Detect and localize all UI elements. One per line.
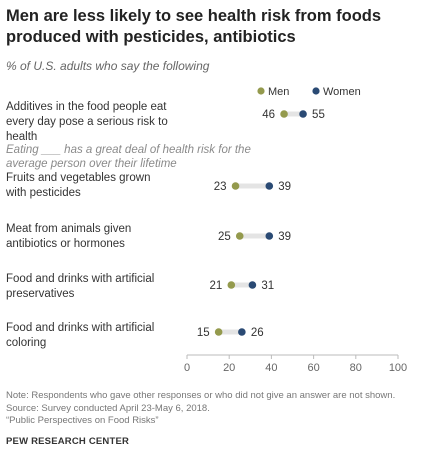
- chart-title: Men are less likely to see health risk f…: [6, 7, 382, 46]
- x-tick-label: 60: [307, 362, 319, 374]
- x-tick-label: 100: [389, 362, 407, 374]
- section-label: Eating ___ has a great deal of health ri…: [6, 144, 251, 170]
- women-point: [265, 232, 274, 240]
- notes: Note: Respondents who gave other respons…: [6, 390, 420, 428]
- x-tick-label: 0: [184, 362, 190, 374]
- women-value-label: 39: [278, 231, 291, 243]
- row-label-antibiotics: Meat from animals given antibiotics or h…: [6, 223, 132, 250]
- women-value-label: 39: [278, 181, 291, 193]
- x-tick-label: 80: [350, 362, 362, 374]
- women-point: [238, 328, 246, 336]
- men-value-label: 21: [210, 280, 223, 292]
- women-value-label: 26: [251, 327, 264, 339]
- women-point: [248, 281, 257, 289]
- report-line: “Public Perspectives on Food Risks”: [6, 415, 159, 426]
- women-value-label: 31: [261, 280, 274, 292]
- men-value-label: 46: [262, 109, 275, 121]
- men-value-label: 15: [197, 327, 210, 339]
- men-point: [235, 232, 244, 240]
- men-point: [214, 328, 223, 336]
- legend-women-label: Women: [323, 86, 361, 98]
- legend-men-marker: [257, 87, 265, 95]
- source-line: Source: Survey conducted April 23-May 6,…: [6, 402, 210, 414]
- row-label-pesticides: Fruits and vegetables grown with pestici…: [6, 172, 151, 199]
- note-line: Note: Respondents who gave other respons…: [6, 390, 396, 401]
- row-label-preservatives: Food and drinks with artificial preserva…: [6, 273, 155, 300]
- men-value-label: 23: [214, 181, 227, 193]
- row-label-additives: Additives in the food people eat every d…: [6, 101, 168, 143]
- men-value-label: 25: [218, 231, 231, 243]
- women-value-label: 55: [312, 109, 325, 121]
- women-point: [265, 182, 274, 190]
- men-point: [280, 110, 288, 118]
- legend-men-label: Men: [268, 86, 289, 98]
- row-label-coloring: Food and drinks with artificial coloring: [6, 322, 155, 349]
- men-point: [231, 182, 240, 190]
- pew-logo-text: PEW RESEARCH CENTER: [6, 436, 130, 447]
- x-tick-label: 20: [223, 362, 235, 374]
- chart-subtitle: % of U.S. adults who say the following: [6, 59, 210, 73]
- x-tick-label: 40: [265, 362, 277, 374]
- legend-women-marker: [312, 87, 320, 95]
- women-point: [299, 110, 307, 118]
- men-point: [227, 281, 236, 289]
